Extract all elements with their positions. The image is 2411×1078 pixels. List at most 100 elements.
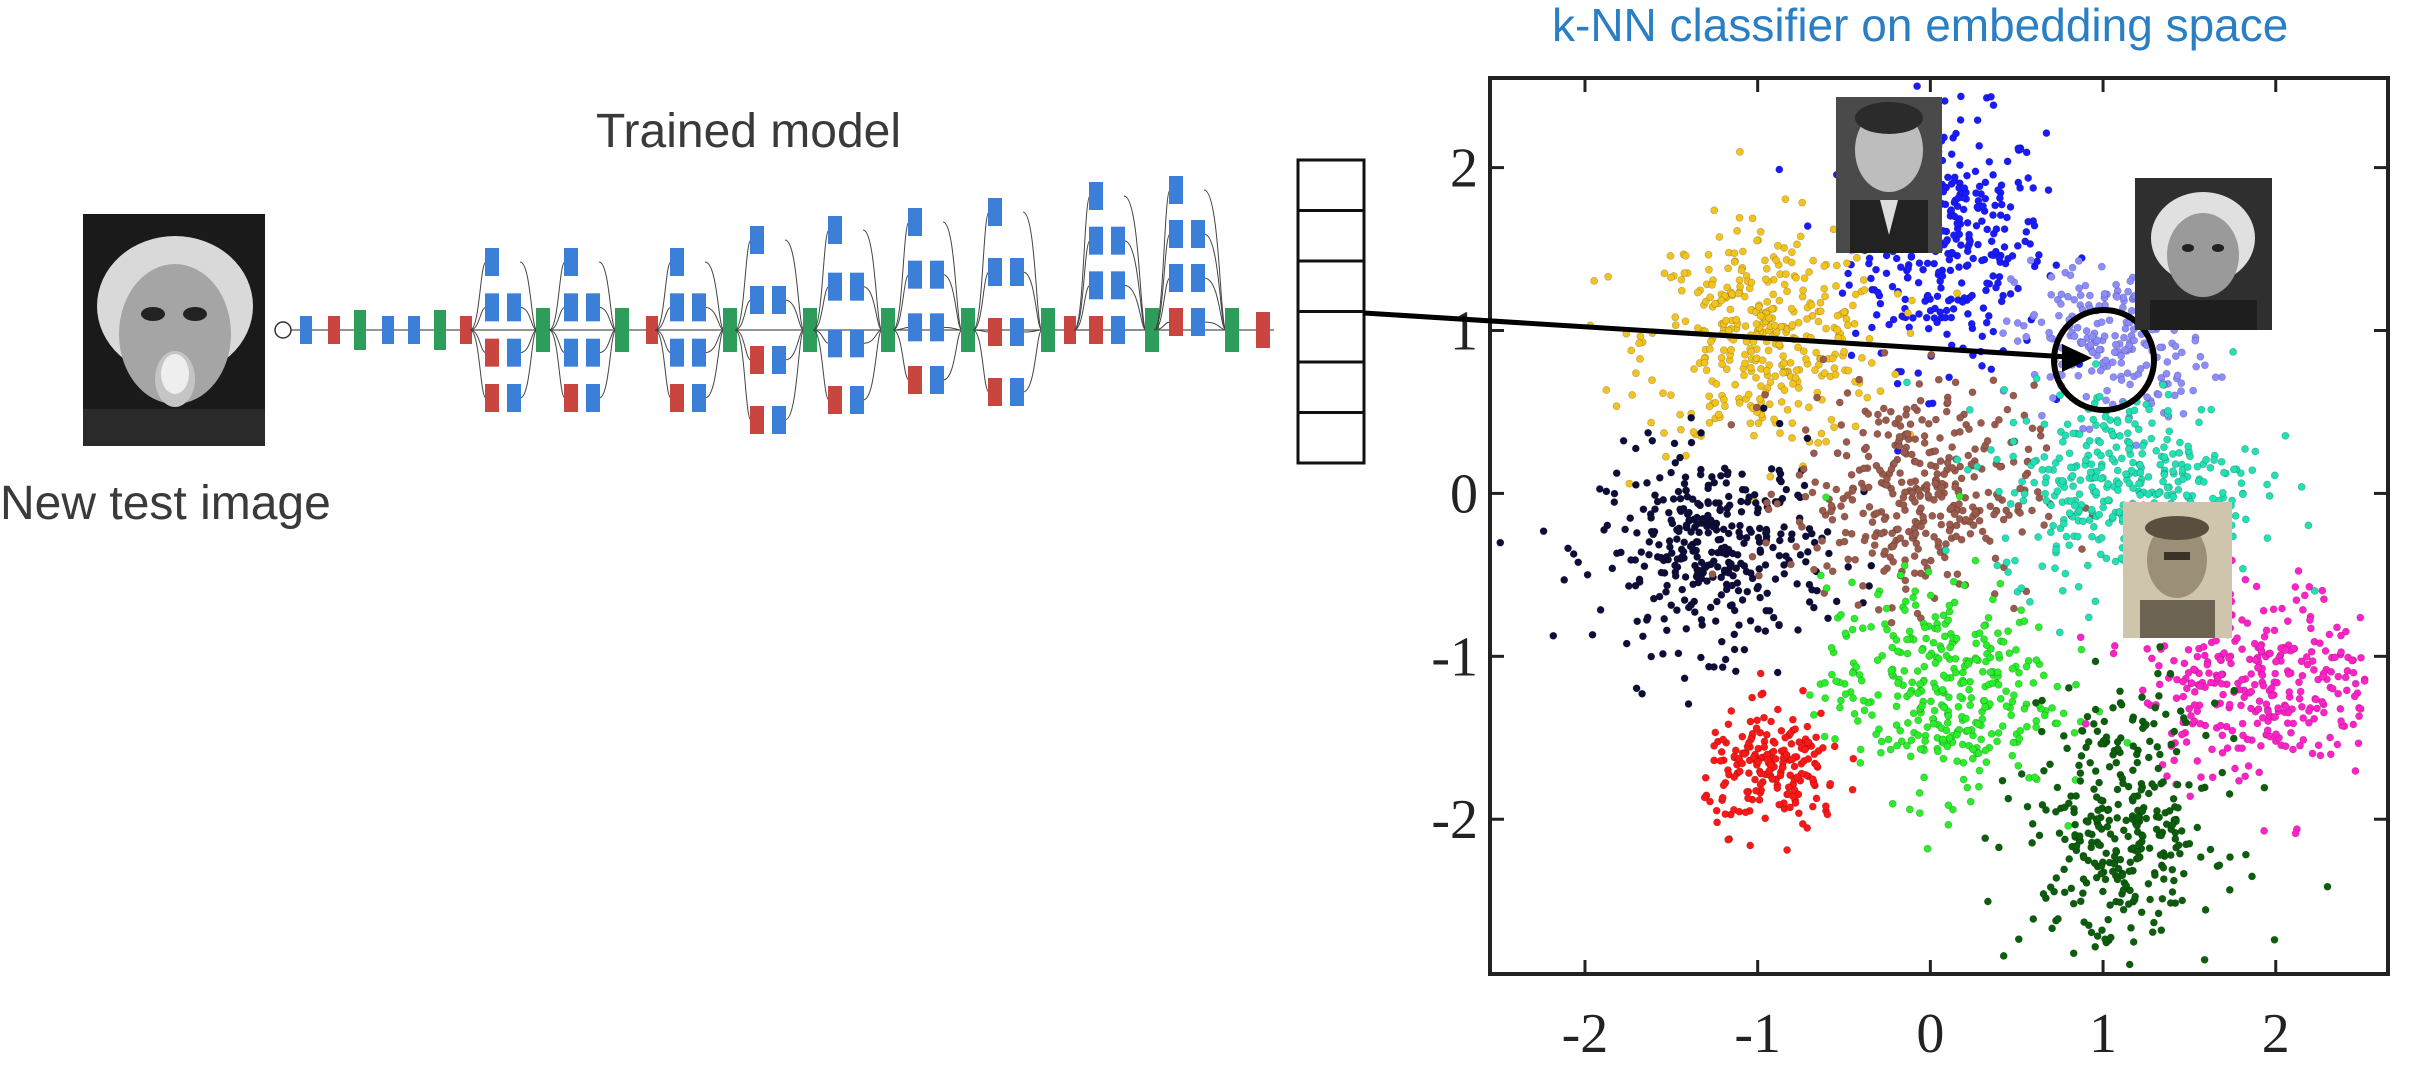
scatter-point: [1903, 309, 1912, 317]
scatter-point: [2006, 289, 2015, 298]
scatter-point: [2349, 720, 2358, 729]
scatter-point: [2271, 657, 2280, 666]
scatter-point: [2241, 850, 2250, 859]
scatter-point: [2185, 781, 2193, 789]
scatter-point: [1664, 508, 1673, 517]
scatter-point: [1845, 281, 1854, 289]
scatter-point: [2006, 203, 2015, 211]
scatter-point: [2137, 908, 2146, 917]
scatter-point: [2319, 595, 2328, 604]
scatter-point: [2045, 328, 2054, 337]
scatter-point: [1621, 525, 1629, 534]
scatter-point: [2057, 290, 2066, 299]
scatter-point: [1788, 248, 1796, 257]
scatter-point: [2066, 271, 2075, 280]
scatter-point: [2033, 257, 2042, 266]
network-branch-line: [1123, 240, 1147, 331]
scatter-point: [1769, 543, 1777, 552]
scatter-point: [1949, 304, 1958, 313]
scatter-point: [1676, 453, 1684, 462]
scatter-point: [1653, 497, 1662, 506]
scatter-point: [2296, 687, 2305, 696]
network-layer-conv: [908, 313, 922, 342]
network-layer-conv: [1169, 264, 1183, 292]
scatter-point: [1780, 280, 1789, 289]
scatter-point: [2055, 829, 2064, 838]
network-layer-conv: [564, 338, 578, 367]
network-layer-conv: [485, 293, 499, 322]
scatter-point: [1762, 538, 1770, 547]
scatter-point: [1752, 373, 1760, 382]
scatter-point: [1848, 578, 1856, 587]
scatter-point: [2260, 783, 2269, 792]
scatter-point: [2248, 466, 2257, 475]
scatter-point: [2061, 431, 2070, 440]
scatter-point: [1990, 510, 1998, 519]
scatter-point: [1754, 302, 1763, 311]
scatter-point: [2217, 679, 2226, 688]
scatter-point: [1894, 525, 1902, 534]
scatter-point: [1984, 613, 1993, 622]
scatter-point: [1790, 762, 1799, 771]
network-branch-line: [654, 306, 672, 331]
scatter-point: [1833, 311, 1842, 320]
network-layer-pool: [1169, 308, 1183, 336]
scatter-point: [1873, 430, 1882, 438]
scatter-point: [1678, 585, 1687, 594]
scatter-point: [1900, 561, 1909, 570]
scatter-point: [2100, 289, 2109, 298]
scatter-point: [1855, 389, 1863, 397]
scatter-point: [1808, 488, 1817, 497]
scatter-point: [2120, 346, 2129, 354]
scatter-point: [1975, 516, 1984, 525]
scatter-point: [2117, 700, 2126, 709]
network-layer-conv: [828, 329, 842, 358]
scatter-point: [1963, 261, 1972, 269]
network-layer-conv: [507, 384, 521, 412]
scatter-point: [1748, 693, 1756, 702]
scatter-point: [1755, 524, 1764, 533]
scatter-point: [1942, 306, 1951, 315]
scatter-point: [1632, 369, 1640, 378]
scatter-point: [1782, 751, 1791, 759]
scatter-point: [1940, 553, 1949, 562]
scatter-point: [1674, 649, 1683, 658]
scatter-point: [2076, 476, 2085, 485]
scatter-point: [2145, 737, 2154, 746]
scatter-point: [1964, 451, 1973, 460]
scatter-point: [2118, 871, 2127, 880]
scatter-point: [2079, 875, 2088, 883]
network-layer-conv: [1010, 318, 1024, 346]
scatter-point: [1768, 304, 1777, 313]
scatter-point: [2163, 483, 2172, 492]
scatter-point: [1964, 660, 1973, 668]
scatter-point: [1735, 213, 1744, 222]
scatter-point: [1706, 516, 1715, 525]
scatter-point: [1916, 396, 1925, 405]
scatter-point: [2137, 785, 2146, 794]
scatter-point: [1920, 558, 1929, 567]
network-branch-line: [704, 329, 725, 399]
scatter-point: [2020, 489, 2029, 498]
network-branch-line: [1022, 211, 1043, 331]
scatter-point: [2351, 767, 2360, 775]
scatter-point: [1687, 528, 1695, 536]
plot-frame: [1488, 76, 2390, 976]
scatter-point: [2113, 486, 2122, 495]
scatter-point: [1882, 269, 1891, 278]
scatter-point: [2205, 669, 2213, 677]
network-branch-line: [1153, 189, 1171, 331]
scatter-point: [1947, 504, 1956, 512]
scatter-point: [2102, 554, 2111, 563]
scatter-point: [1660, 615, 1669, 623]
scatter-point: [1640, 562, 1649, 571]
scatter-point: [1851, 555, 1860, 564]
scatter-point: [2297, 657, 2306, 666]
scatter-point: [2239, 731, 2247, 740]
scatter-point: [1959, 678, 1968, 687]
scatter-point: [1782, 485, 1791, 494]
scatter-point: [1799, 347, 1808, 356]
scatter-point: [2084, 738, 2093, 746]
scatter-point: [1710, 478, 1719, 487]
scatter-point: [2042, 129, 2051, 137]
